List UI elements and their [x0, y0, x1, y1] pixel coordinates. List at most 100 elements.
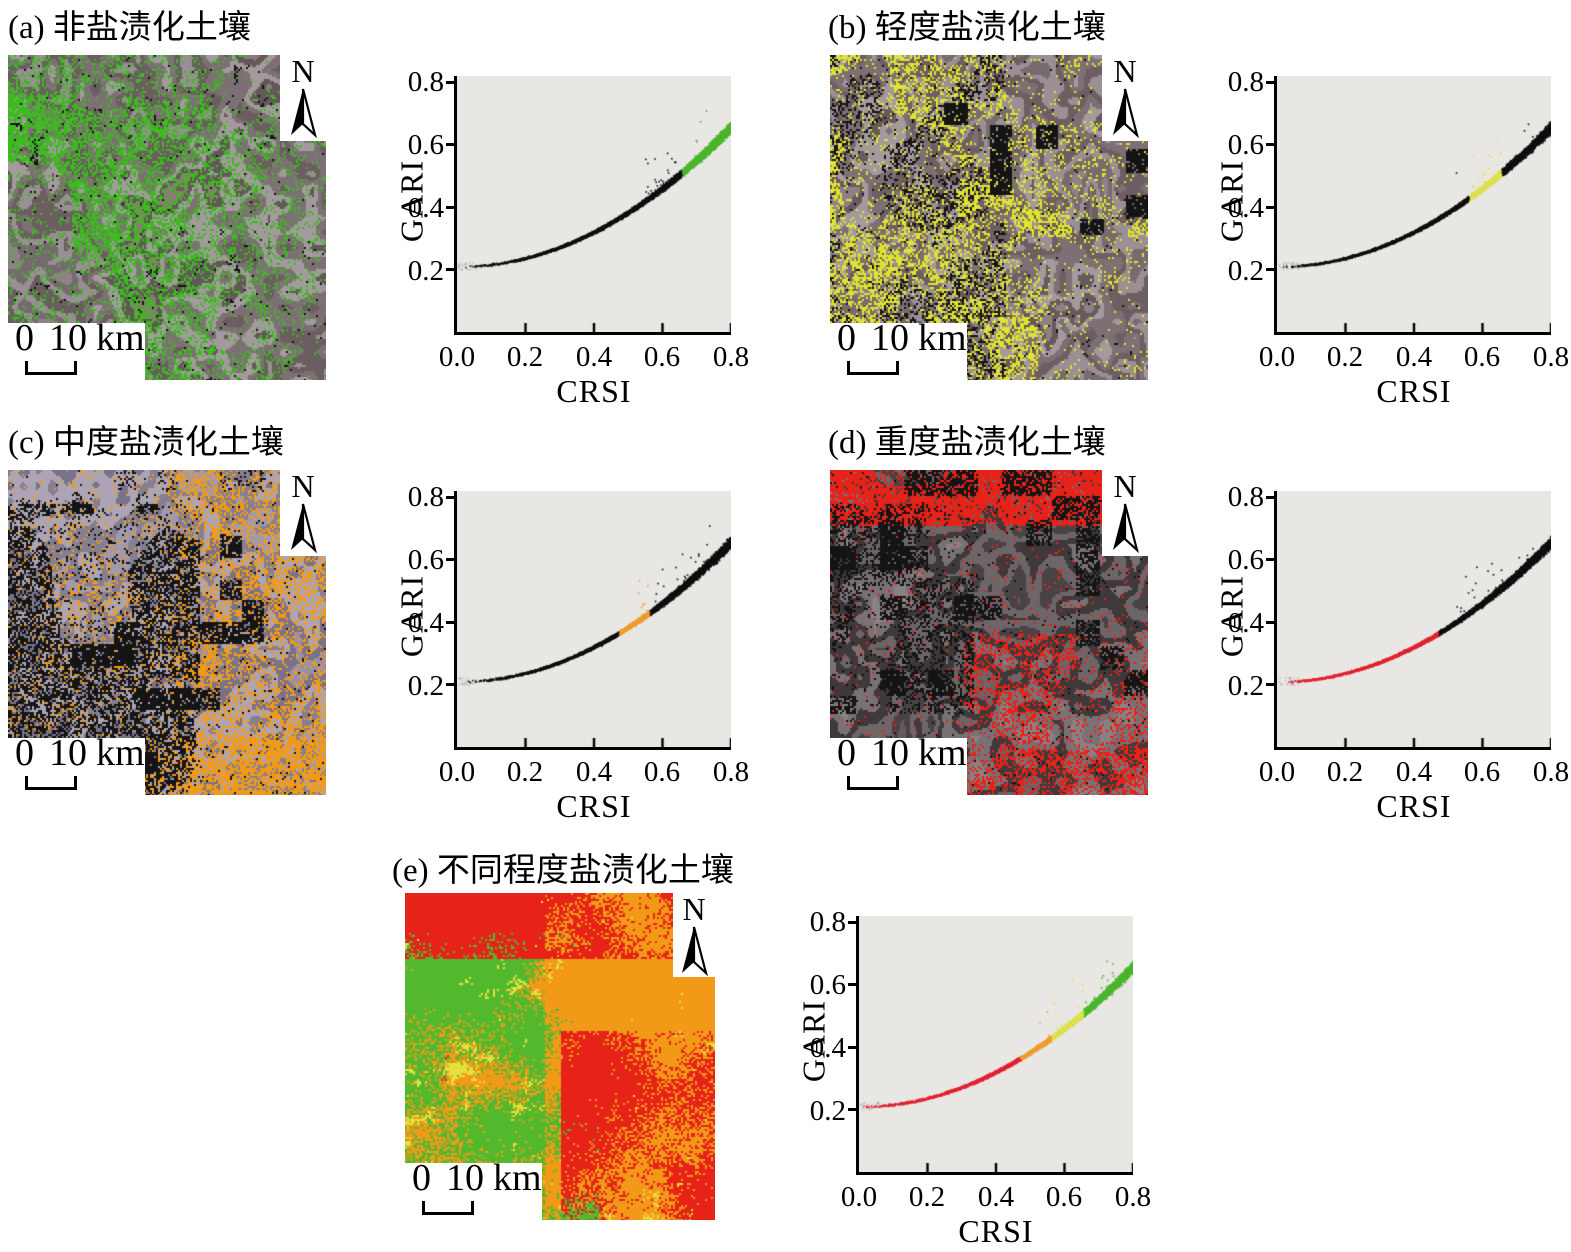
scale-bracket [25, 361, 77, 375]
scale-unit: km [918, 732, 967, 774]
scale-unit: km [96, 317, 145, 359]
y-tick-label: 0.2 [1227, 255, 1264, 287]
panel-title-c: (c) 中度盐渍化土壤 [8, 425, 284, 461]
scale-ten: 10 [871, 317, 909, 359]
y-tick-label: 0.8 [407, 481, 444, 513]
north-label: N [291, 470, 315, 504]
x-tick-label: 0.6 [643, 756, 681, 788]
tick-mark [446, 621, 454, 624]
x-axis-label: CRSI [556, 788, 632, 824]
scale-unit: km [96, 732, 145, 774]
tick-mark [1266, 81, 1274, 84]
tick-mark [446, 558, 454, 561]
map-e: N 0 10 km [405, 893, 715, 1220]
scale-ten: 10 [871, 732, 909, 774]
north-indicator: N [280, 55, 326, 141]
x-axis-label: CRSI [556, 373, 632, 409]
chart-b: GARI 0.8 0.6 0.4 0.2 0.0 0.2 0.4 0.6 0.8… [1208, 60, 1570, 412]
y-tick-label: 0.6 [1227, 544, 1264, 576]
scale-zero: 0 [412, 1157, 431, 1199]
x-tick-label: 0.6 [1463, 341, 1501, 373]
y-tick-label: 0.2 [809, 1095, 846, 1127]
scale-zero: 0 [837, 317, 856, 359]
x-tick-label: 0.4 [575, 341, 613, 373]
x-axis-label: CRSI [1376, 788, 1452, 824]
scale-label: 0 10 km [15, 731, 145, 775]
x-tick-label: 0.8 [712, 341, 750, 373]
y-tick-label: 0.4 [1227, 192, 1264, 224]
north-arrow-icon [682, 926, 708, 976]
x-tick-label: 0.2 [506, 756, 544, 788]
scale-zero: 0 [837, 732, 856, 774]
chart-d: GARI 0.8 0.6 0.4 0.2 0.0 0.2 0.4 0.6 0.8… [1208, 475, 1570, 827]
x-tick-label: 0.2 [1326, 341, 1364, 373]
y-tick-label: 0.2 [1227, 670, 1264, 702]
north-arrow-icon [291, 503, 317, 553]
north-arrow-icon [1113, 503, 1139, 553]
x-tick-label: 0.6 [1463, 756, 1501, 788]
panel-title-a: (a) 非盐渍化土壤 [8, 10, 251, 46]
y-tick-label: 0.6 [407, 544, 444, 576]
north-label: N [682, 893, 706, 927]
scatter-canvas-b [1277, 76, 1551, 332]
x-tick-label: 0.8 [712, 756, 750, 788]
tick-mark [1266, 621, 1274, 624]
tick-mark [848, 983, 856, 986]
chart-a: GARI 0.8 0.6 0.4 0.2 0.0 0.2 0.4 0.6 0.8… [388, 60, 750, 412]
scatter-canvas-d [1277, 491, 1551, 747]
y-tick-label: 0.6 [1227, 129, 1264, 161]
north-indicator: N [673, 893, 715, 977]
x-axis-label: CRSI [1376, 373, 1452, 409]
tick-mark [1266, 683, 1274, 686]
north-indicator: N [280, 470, 326, 556]
x-tick-label: 0.4 [977, 1181, 1015, 1213]
x-tick-label: 0.4 [1395, 756, 1433, 788]
map-scale-bar: 0 10 km [830, 317, 967, 380]
north-label: N [291, 55, 315, 89]
tick-mark [1266, 206, 1274, 209]
y-tick-label: 0.8 [407, 66, 444, 98]
tick-mark [446, 496, 454, 499]
x-tick-label: 0.2 [908, 1181, 946, 1213]
x-tick-label: 0.0 [840, 1181, 878, 1213]
map-a: N 0 10 km [8, 55, 326, 380]
x-tick-label: 0.8 [1114, 1181, 1152, 1213]
panel-title-b: (b) 轻度盐渍化土壤 [828, 10, 1106, 46]
north-indicator: N [1102, 470, 1148, 556]
tick-mark [1266, 558, 1274, 561]
x-axis-label: CRSI [958, 1213, 1034, 1249]
x-tick-label: 0.0 [1258, 756, 1296, 788]
y-tick-label: 0.4 [1227, 607, 1264, 639]
y-tick-label: 0.2 [407, 255, 444, 287]
scale-label: 0 10 km [412, 1156, 542, 1200]
north-label: N [1113, 470, 1137, 504]
panel-title-d: (d) 重度盐渍化土壤 [828, 425, 1106, 461]
y-tick-label: 0.4 [809, 1032, 846, 1064]
scale-bracket [847, 776, 899, 790]
tick-mark [1266, 143, 1274, 146]
scale-unit: km [493, 1157, 542, 1199]
north-arrow-icon [291, 88, 317, 138]
tick-mark [1266, 268, 1274, 271]
x-tick-label: 0.8 [1532, 341, 1570, 373]
panel-title-e: (e) 不同程度盐渍化土壤 [392, 853, 734, 889]
tick-mark [446, 206, 454, 209]
x-tick-label: 0.6 [1045, 1181, 1083, 1213]
map-scale-bar: 0 10 km [830, 732, 967, 795]
y-tick-label: 0.8 [1227, 481, 1264, 513]
y-tick-label: 0.2 [407, 670, 444, 702]
scale-label: 0 10 km [837, 316, 967, 360]
y-tick-label: 0.4 [407, 192, 444, 224]
map-b: N 0 10 km [830, 55, 1148, 380]
y-tick-label: 0.4 [407, 607, 444, 639]
scale-ten: 10 [49, 317, 87, 359]
x-tick-label: 0.2 [1326, 756, 1364, 788]
scatter-canvas-e [859, 916, 1133, 1172]
map-c: N 0 10 km [8, 470, 326, 795]
x-tick-label: 0.4 [1395, 341, 1433, 373]
scale-zero: 0 [15, 317, 34, 359]
x-tick-label: 0.0 [438, 756, 476, 788]
plot-area [1266, 491, 1551, 750]
tick-mark [1266, 496, 1274, 499]
north-arrow-icon [1113, 88, 1139, 138]
